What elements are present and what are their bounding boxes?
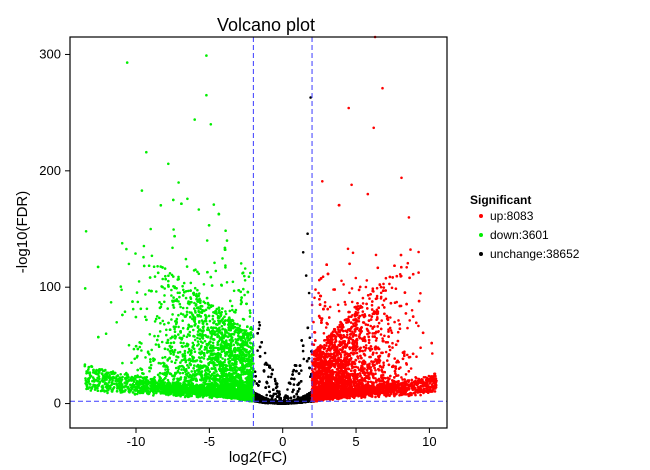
data-point-unchange (267, 385, 271, 389)
data-point-unchange (267, 375, 270, 379)
data-point-unchange (253, 370, 257, 374)
data-point-unchange (292, 383, 296, 386)
data-point-unchange (265, 393, 269, 397)
data-point-unchange (263, 351, 267, 355)
data-point-unchange (276, 389, 279, 393)
data-point-unchange (300, 369, 303, 372)
data-point-unchange (256, 349, 259, 352)
scatter-points-layer (83, 35, 438, 405)
data-point-unchange (258, 323, 262, 327)
data-point-unchange (301, 349, 305, 353)
data-point-unchange (269, 394, 272, 398)
data-point-unchange (302, 357, 306, 361)
data-point-unchange (274, 392, 278, 396)
data-point-unchange (308, 336, 312, 340)
data-point-unchange (269, 375, 273, 379)
data-point-unchange (273, 377, 277, 381)
data-point-unchange (257, 321, 261, 324)
data-point-unchange (278, 390, 281, 393)
chart-title: Volcano plot (217, 15, 315, 35)
data-point-unchange (286, 396, 290, 399)
data-point-unchange (257, 327, 261, 331)
series-unchange (252, 96, 316, 405)
data-point-unchange (286, 388, 289, 391)
data-point-unchange (291, 390, 294, 394)
